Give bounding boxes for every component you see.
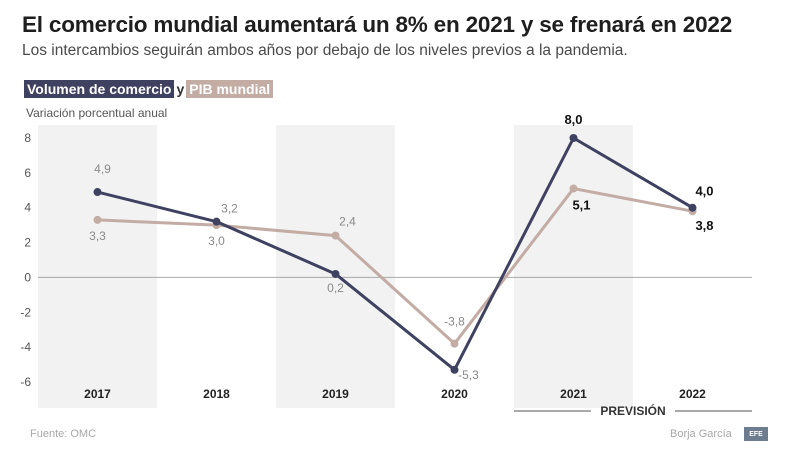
legend: Volumen de comercio y PIB mundial	[24, 80, 274, 98]
shaded-band	[276, 125, 395, 408]
trade-data-label: 3,2	[221, 202, 238, 216]
y-tick-label: -4	[20, 340, 31, 354]
trade-line	[97, 136, 694, 372]
trade-point	[688, 203, 697, 212]
trade-point	[569, 134, 578, 142]
gdp-data-label: 3,8	[695, 218, 713, 233]
gdp-point	[569, 184, 578, 193]
gdp-data-label: 2,4	[339, 215, 356, 229]
x-tick-label: 2022	[679, 387, 706, 401]
y-tick-label: 0	[24, 270, 31, 284]
x-tick-label: 2019	[322, 387, 349, 401]
shaded-band	[38, 125, 157, 408]
chart-subtitle: Los intercambios seguirán ambos años por…	[22, 42, 628, 59]
y-axis-label: Variación porcentual anual	[26, 106, 168, 120]
gdp-point	[93, 215, 102, 224]
y-tick-label: 6	[24, 166, 31, 180]
trade-data-label: -5,3	[458, 368, 479, 382]
shaded-band	[514, 125, 633, 408]
y-tick-label: -2	[20, 305, 31, 319]
trade-point	[212, 217, 221, 226]
chart-title: El comercio mundial aumentará un 8% en 2…	[22, 12, 733, 37]
x-tick-label: 2021	[560, 387, 587, 401]
trade-data-label: 0,2	[327, 281, 344, 295]
legend-connector: y	[176, 81, 185, 97]
gdp-point	[331, 231, 340, 240]
gdp-data-label: 3,0	[208, 234, 225, 248]
trade-point	[331, 269, 340, 278]
author-credit: Borja García	[670, 428, 732, 440]
y-tick-label: 4	[24, 201, 31, 215]
gdp-line	[97, 187, 693, 346]
y-tick-label: 8	[24, 131, 31, 145]
source-note: Fuente: OMC	[30, 428, 97, 440]
trade-point	[93, 188, 102, 197]
y-tick-label: 2	[24, 236, 31, 250]
legend-item-trade: Volumen de comercio	[24, 80, 175, 98]
efe-logo: EFE	[744, 427, 768, 441]
legend-item-gdp: PIB mundial	[186, 80, 274, 98]
y-tick-label: -6	[20, 375, 31, 389]
trade-data-label: 8,0	[564, 112, 582, 127]
trade-data-label: 4,9	[94, 162, 111, 176]
trade-data-label: 4,0	[695, 184, 713, 199]
gdp-point	[450, 339, 459, 348]
forecast-label: PREVISIÓN	[600, 403, 665, 418]
x-tick-label: 2020	[441, 387, 468, 401]
gdp-data-label: 5,1	[572, 198, 590, 213]
gdp-data-label: 3,3	[89, 229, 106, 243]
logo-text: EFE	[749, 430, 763, 438]
x-tick-label: 2018	[203, 387, 230, 401]
gdp-data-label: -3,8	[444, 315, 465, 329]
x-tick-label: 2017	[84, 387, 111, 401]
trade-point	[450, 365, 459, 374]
